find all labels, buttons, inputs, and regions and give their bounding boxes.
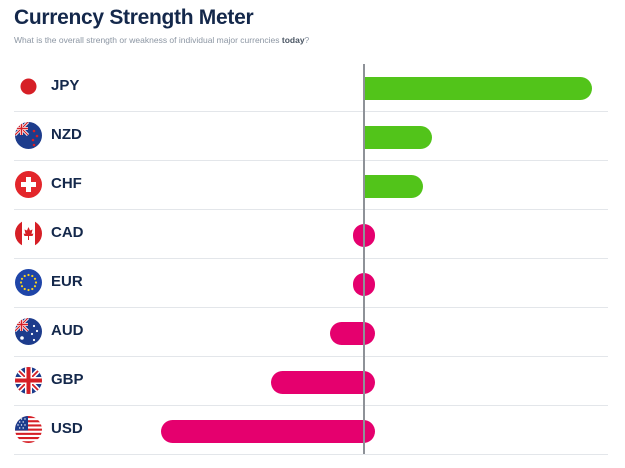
currency-row-usd: USD: [14, 407, 608, 455]
uk-flag-icon: [15, 367, 42, 394]
japan-flag-icon: [15, 73, 42, 100]
currency-code: CHF: [51, 175, 82, 192]
currency-row-chf: CHF: [14, 162, 608, 210]
bar-usd: [161, 419, 375, 443]
currency-code: AUD: [51, 322, 84, 339]
bar-nzd: [364, 125, 433, 149]
currency-code: JPY: [51, 77, 80, 94]
usa-flag-icon: [15, 416, 42, 443]
currency-row-eur: EUR: [14, 260, 608, 308]
currency-code: NZD: [51, 126, 82, 143]
currency-row-cad: CAD: [14, 211, 608, 259]
subtitle-text: What is the overall strength or weakness…: [14, 35, 282, 45]
new-zealand-flag-icon: [15, 122, 42, 149]
australia-flag-icon: [15, 318, 42, 345]
currency-code: EUR: [51, 273, 83, 290]
subtitle-end: ?: [304, 35, 310, 45]
page-title: Currency Strength Meter: [14, 6, 254, 29]
page-subtitle: What is the overall strength or weakness…: [14, 35, 309, 45]
currency-code: USD: [51, 420, 83, 437]
currency-row-aud: AUD: [14, 309, 608, 357]
eu-flag-icon: [15, 269, 42, 296]
currency-code: CAD: [51, 224, 84, 241]
bar-aud: [329, 321, 375, 345]
bar-chf: [364, 174, 424, 198]
subtitle-emphasis: today: [281, 35, 305, 45]
zero-axis-line: [363, 64, 365, 454]
bar-gbp: [270, 370, 375, 394]
bar-jpy: [364, 76, 592, 100]
currency-code: GBP: [51, 371, 84, 388]
currency-row-gbp: GBP: [14, 358, 608, 406]
switzerland-flag-icon: [15, 171, 42, 198]
currency-row-nzd: NZD: [14, 113, 608, 161]
canada-flag-icon: [15, 220, 42, 247]
currency-row-jpy: JPY: [14, 64, 608, 112]
